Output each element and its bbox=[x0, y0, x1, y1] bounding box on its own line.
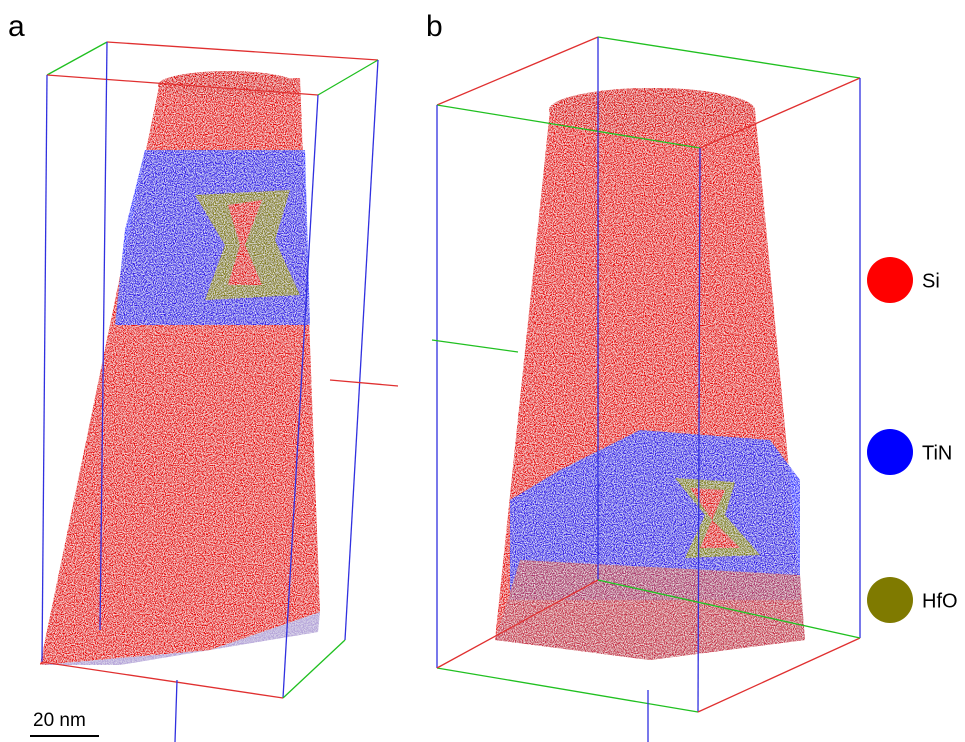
scale-bar-label: 20 nm bbox=[33, 710, 86, 731]
legend-label: TiN bbox=[922, 442, 952, 464]
reconstruction-a bbox=[40, 71, 320, 665]
legend-swatch bbox=[867, 429, 913, 475]
panel-label: b bbox=[426, 10, 443, 43]
panel-label: a bbox=[8, 10, 25, 43]
legend-swatch bbox=[867, 257, 913, 303]
reconstruction-b bbox=[495, 88, 805, 660]
legend-label: HfO bbox=[922, 590, 958, 612]
legend-swatch bbox=[867, 577, 913, 623]
figure: a b 20 nm Si TiN HfO bbox=[0, 0, 965, 742]
legend-label: Si bbox=[922, 270, 940, 292]
legend: Si TiN HfO bbox=[867, 257, 958, 623]
